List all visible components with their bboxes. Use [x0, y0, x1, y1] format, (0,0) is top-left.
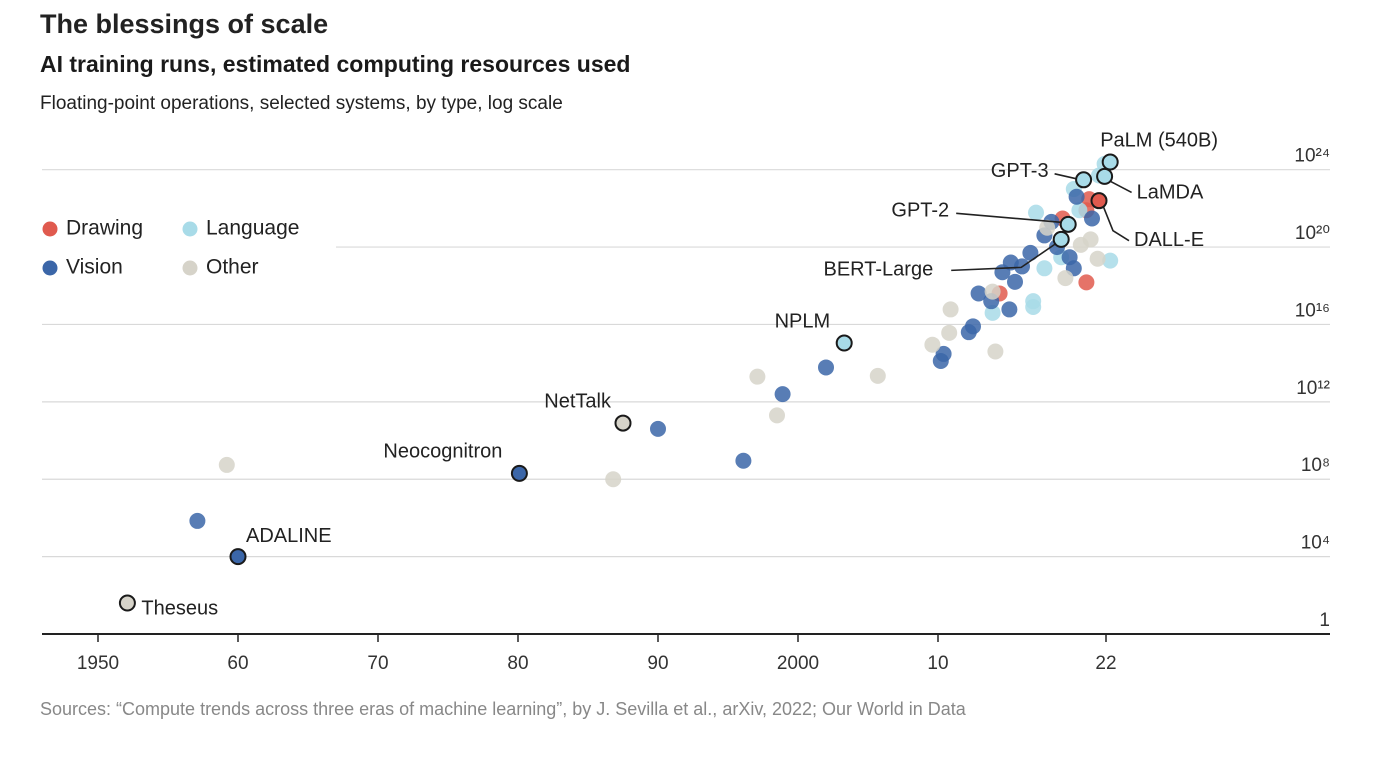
y-tick-label: 10⁸ — [1301, 455, 1330, 476]
highlighted-point — [229, 548, 247, 566]
point — [1078, 274, 1095, 291]
highlighted-point — [1075, 171, 1093, 189]
point — [1007, 273, 1023, 290]
annotation-label: NPLM — [775, 310, 831, 332]
x-tick-label: 10 — [927, 653, 948, 674]
annotation-label: GPT-2 — [891, 200, 949, 222]
point — [189, 512, 206, 529]
x-tick-label: 70 — [367, 653, 388, 674]
point — [1057, 270, 1074, 287]
annotation-label: PaLM (540B) — [1100, 129, 1218, 151]
annotation-leader — [1102, 205, 1130, 242]
point — [984, 304, 1001, 321]
highlighted-point — [118, 594, 136, 612]
point — [1022, 244, 1039, 261]
point — [1089, 250, 1106, 267]
x-tick-label: 60 — [227, 653, 248, 674]
annotation-label: Neocognitron — [383, 441, 502, 463]
annotation-leader — [1054, 173, 1077, 180]
highlighted-point — [1052, 230, 1070, 248]
point — [749, 368, 766, 385]
point — [1001, 301, 1018, 318]
point — [984, 283, 1001, 300]
y-tick-label: 1 — [1319, 610, 1330, 631]
point — [1028, 204, 1044, 221]
annotation-label: BERT-Large — [824, 259, 934, 281]
y-tick-label: 10⁴ — [1301, 533, 1330, 554]
point — [650, 420, 666, 437]
annotation-label: ADALINE — [246, 525, 332, 547]
point — [1039, 219, 1056, 236]
legend-label: Drawing — [66, 217, 143, 240]
annotation-leader — [951, 242, 1057, 272]
point — [1071, 202, 1088, 219]
point — [769, 407, 785, 424]
annotation-leader — [956, 212, 1062, 224]
point — [735, 452, 752, 469]
annotation-label: NetTalk — [544, 390, 612, 412]
highlighted-point — [614, 414, 632, 432]
point — [970, 285, 987, 302]
point — [1082, 231, 1099, 248]
x-tick-label: 80 — [507, 653, 528, 674]
highlighted-point — [1090, 192, 1108, 210]
point — [941, 324, 958, 341]
point — [1025, 293, 1042, 310]
chart-description: Floating-point operations, selected syst… — [40, 93, 563, 114]
point — [1036, 260, 1053, 277]
point — [818, 359, 834, 376]
x-tick-label: 22 — [1095, 653, 1116, 674]
annotation-label: Theseus — [141, 597, 218, 619]
point — [942, 301, 959, 318]
x-tick-label: 90 — [647, 653, 668, 674]
chart-title: The blessings of scale — [40, 9, 328, 39]
legend-background — [36, 205, 336, 290]
point — [935, 345, 952, 362]
point — [1084, 210, 1100, 227]
highlighted-point — [1101, 153, 1119, 171]
y-tick-label: 10²⁴ — [1294, 146, 1330, 167]
point — [965, 318, 981, 335]
y-tick-label: 10¹² — [1296, 378, 1330, 399]
annotation-leader — [1110, 180, 1132, 194]
legend-label: Other — [206, 256, 259, 279]
annotation-label: LaMDA — [1137, 182, 1204, 204]
legend-swatch — [182, 260, 198, 276]
point — [1102, 252, 1119, 269]
point — [987, 343, 1004, 360]
legend-label: Language — [206, 217, 299, 240]
annotation-label: GPT-3 — [991, 160, 1049, 182]
y-tick-label: 10¹⁶ — [1295, 300, 1330, 321]
legend-swatch — [182, 221, 198, 237]
legend-swatch — [42, 221, 58, 237]
point — [869, 367, 886, 384]
source-note: Sources: “Compute trends across three er… — [40, 699, 967, 719]
highlighted-point — [510, 464, 528, 482]
chart-subtitle: AI training runs, estimated computing re… — [40, 51, 630, 77]
legend-swatch — [42, 260, 58, 276]
point — [774, 386, 791, 403]
annotation-label: DALL-E — [1134, 229, 1204, 251]
x-tick-label: 1950 — [77, 653, 119, 674]
highlighted-point — [1059, 215, 1077, 233]
highlighted-point — [1096, 167, 1114, 185]
point — [924, 336, 941, 353]
x-tick-label: 2000 — [777, 653, 819, 674]
highlighted-point — [835, 334, 853, 352]
point — [605, 471, 622, 488]
point — [218, 456, 235, 473]
y-tick-label: 10²⁰ — [1295, 223, 1330, 244]
legend-label: Vision — [66, 256, 123, 279]
point — [1068, 188, 1085, 205]
